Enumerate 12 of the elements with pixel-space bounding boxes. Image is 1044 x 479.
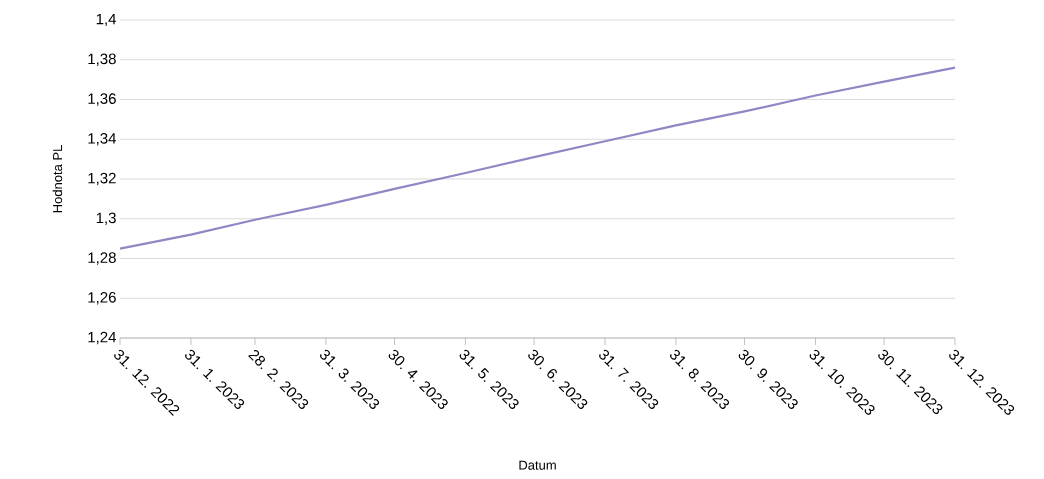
y-tick-label: 1,32 xyxy=(88,172,116,186)
line-series xyxy=(118,66,957,250)
y-tick-label: 1,3 xyxy=(96,212,116,225)
y-tick-label: 1,34 xyxy=(88,133,117,146)
x-axis-title: Datum xyxy=(519,460,556,470)
y-tick-label: 1,4 xyxy=(96,13,117,27)
y-tick-label: 1,24 xyxy=(88,331,117,345)
y-tick-label: 1,26 xyxy=(88,292,116,305)
y-tick-label: 1,36 xyxy=(88,93,116,106)
y-tick-label: 1,28 xyxy=(88,252,116,265)
y-tick-label: 1,38 xyxy=(88,53,116,66)
y-axis-title: Hodnota PL xyxy=(52,145,63,213)
